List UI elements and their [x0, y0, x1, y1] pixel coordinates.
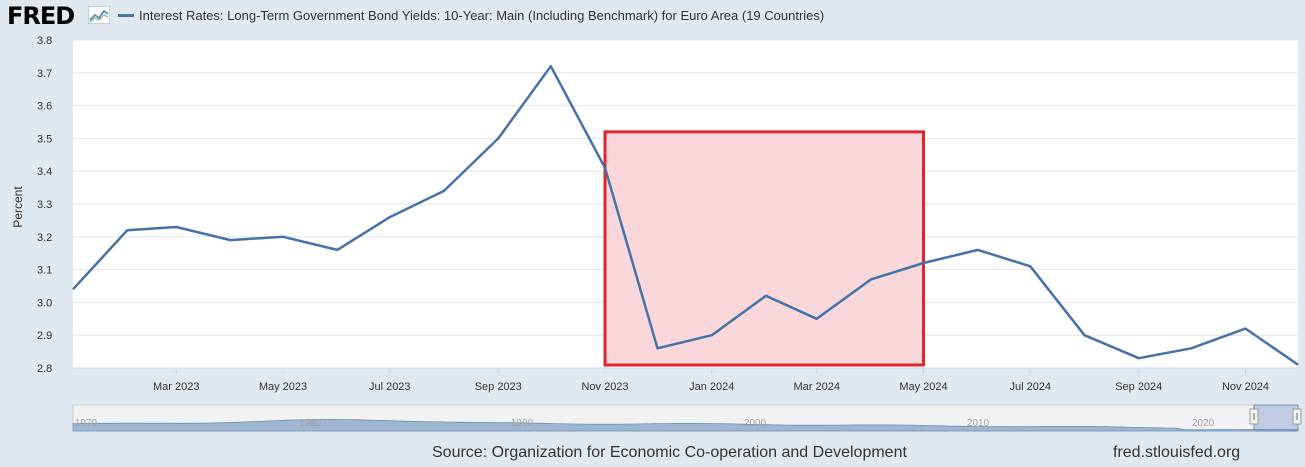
fred-logo: FRED	[7, 2, 75, 30]
x-tick-label: Mar 2024	[794, 381, 840, 393]
y-tick-label: 3.3	[37, 199, 52, 211]
legend-label: Interest Rates: Long-Term Government Bon…	[139, 8, 825, 23]
x-tick-label: Nov 2024	[1222, 381, 1269, 393]
chart-header: FRED Interest Rates: Long-Term Governmen…	[0, 0, 1305, 34]
line-chart: 2.8 2.9 3.0 3.1 3.2 3.3 3.4 3.5 3.6 3.7 3.8 Mar 20…	[11, 35, 1302, 432]
navigator-tick-label: 1990	[511, 418, 534, 429]
chart-legend[interactable]: Interest Rates: Long-Term Government Bon…	[118, 8, 824, 23]
y-tick-label: 3.8	[37, 35, 52, 47]
navigator-series	[72, 418, 1299, 432]
y-tick-label: 3.6	[37, 101, 52, 113]
highlight-region	[603, 130, 925, 367]
navigator-tick-label: 1980	[299, 418, 322, 429]
navigator-tick-label: 2010	[967, 418, 990, 429]
source-text: Source: Organization for Economic Co-ope…	[432, 444, 907, 461]
y-tick-label: 2.8	[37, 363, 52, 375]
navigator-tick-label: 1970	[75, 418, 98, 429]
x-tick-label: May 2024	[899, 381, 947, 393]
highlight-box	[603, 130, 925, 367]
x-tick-label: Jul 2024	[1009, 381, 1051, 393]
x-tick-label: Sep 2023	[475, 381, 522, 393]
navigator-tick-label: 2000	[744, 418, 767, 429]
navigator-tick-label: 2020	[1192, 418, 1215, 429]
x-tick-label: Mar 2023	[153, 381, 199, 393]
y-tick-label: 3.2	[37, 232, 52, 244]
y-tick-label: 3.0	[37, 297, 52, 309]
y-tick-label: 3.1	[37, 265, 52, 277]
chart-graph-icon	[88, 6, 110, 24]
x-tick-label: Nov 2023	[581, 381, 628, 393]
series-line[interactable]	[72, 64, 1299, 366]
y-tick-label: 3.4	[37, 166, 52, 178]
y-axis: 2.8 2.9 3.0 3.1 3.2 3.3 3.4 3.5 3.6 3.7 3.8	[37, 35, 52, 375]
y-axis-label: Percent	[11, 186, 25, 228]
y-tick-label: 3.7	[37, 68, 52, 80]
x-axis: Mar 2023 May 2023 Jul 2023 Sep 2023 Nov 2023…	[73, 367, 1298, 393]
y-tick-label: 2.9	[37, 330, 52, 342]
x-tick-label: Sep 2024	[1115, 381, 1162, 393]
x-tick-label: Jan 2024	[689, 381, 734, 393]
fred-url[interactable]: fred.stlouisfed.org	[1113, 444, 1241, 461]
x-tick-label: Jul 2023	[369, 381, 411, 393]
series-layer	[72, 64, 1299, 366]
x-tick-label: May 2023	[259, 381, 307, 393]
navigator-selection[interactable]	[1253, 404, 1299, 432]
range-navigator[interactable]: 1970 1980 1990 2000 2010 2020	[72, 404, 1302, 432]
y-tick-label: 3.5	[37, 133, 52, 145]
legend-swatch	[118, 14, 134, 18]
